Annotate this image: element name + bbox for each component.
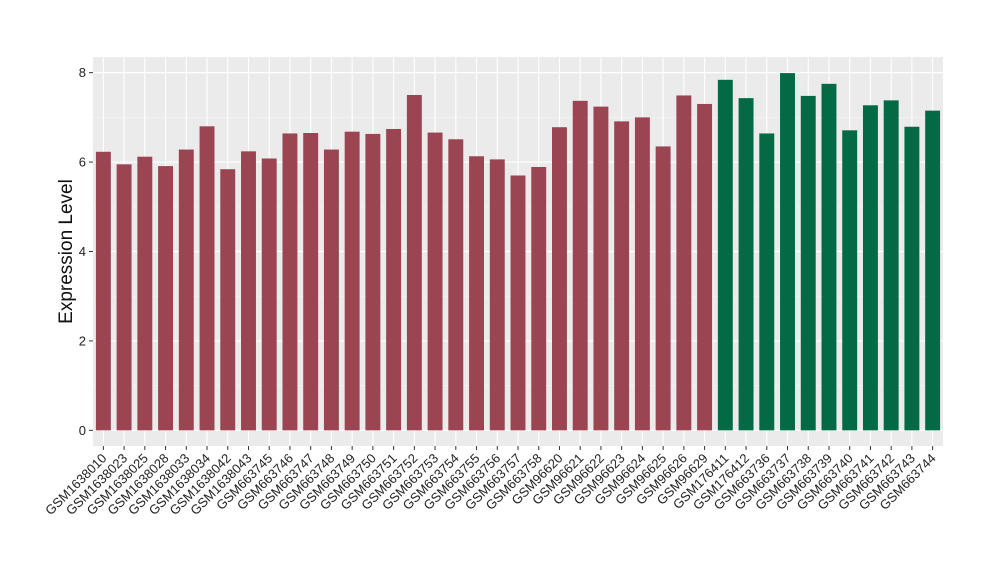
bar: [489, 159, 505, 431]
bar: [303, 133, 319, 431]
bar: [655, 146, 671, 431]
bar: [116, 164, 132, 431]
bar: [842, 130, 858, 431]
bar: [469, 156, 484, 431]
bar: [448, 139, 464, 431]
bar: [697, 103, 713, 431]
y-tick-label: 2: [79, 333, 86, 348]
bars: [95, 73, 941, 431]
bar: [344, 131, 360, 431]
bar: [759, 133, 775, 431]
bar: [220, 169, 236, 431]
bar: [717, 79, 733, 431]
bar: [323, 149, 339, 431]
bar: [365, 133, 381, 431]
bar: [241, 151, 256, 431]
bar: [821, 83, 837, 431]
bar: [862, 105, 878, 431]
bar: [676, 95, 692, 431]
bar: [614, 121, 630, 431]
y-tick-label: 6: [79, 155, 86, 170]
bar: [780, 73, 795, 431]
bar: [427, 132, 443, 431]
bar: [282, 133, 298, 431]
bar: [593, 106, 609, 431]
bar: [406, 95, 422, 431]
bar: [178, 149, 194, 431]
x-axis: GSM1638010GSM1638023GSM1638025GSM1638028…: [42, 446, 939, 518]
bar: [904, 126, 920, 431]
bar: [95, 151, 111, 431]
y-tick-label: 4: [79, 244, 86, 259]
bar: [883, 100, 899, 431]
bar: [261, 158, 277, 431]
y-axis: 0 2 4 6 8: [79, 65, 93, 438]
bar: [510, 175, 526, 431]
bar: [925, 110, 941, 431]
bar: [137, 156, 153, 431]
bar: [800, 95, 816, 431]
bar: [572, 100, 588, 431]
bar: [552, 127, 567, 431]
y-axis-title: Expression Level: [56, 179, 77, 324]
bar: [199, 126, 215, 431]
bar: [738, 98, 754, 431]
bar: [531, 166, 547, 431]
bar: [158, 166, 174, 431]
y-tick-label: 8: [79, 65, 86, 80]
y-tick-label: 0: [79, 423, 86, 438]
bar: [386, 128, 402, 431]
bar: [634, 117, 650, 431]
